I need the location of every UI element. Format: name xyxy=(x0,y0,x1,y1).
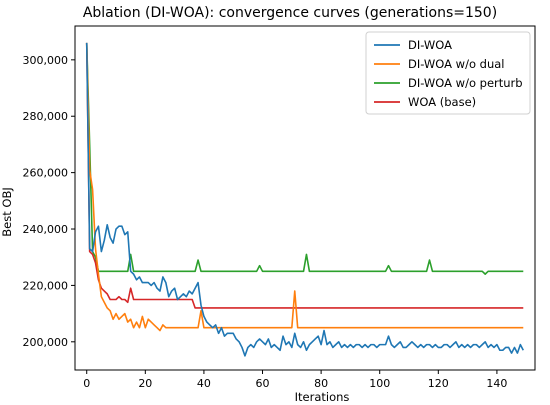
x-tick-label: 20 xyxy=(138,377,152,390)
y-tick-label: 260,000 xyxy=(23,167,69,180)
x-tick-label: 60 xyxy=(256,377,270,390)
y-tick-label: 240,000 xyxy=(23,223,69,236)
plot-area xyxy=(74,25,536,371)
x-axis-ticks: 0 20 40 60 80 100 120 140 xyxy=(83,370,507,390)
x-tick-label: 120 xyxy=(428,377,449,390)
legend-label-di-woa: DI-WOA xyxy=(408,38,452,52)
x-tick-label: 100 xyxy=(369,377,390,390)
legend-label-di-woa-w-o-perturb: DI-WOA w/o perturb xyxy=(408,76,523,90)
series-line-di-woa xyxy=(85,42,524,357)
y-axis-label: Best OBJ xyxy=(0,187,14,236)
series-line-di-woa-w-o-dual xyxy=(85,42,524,332)
legend-label-woa-base: WOA (base) xyxy=(408,95,476,109)
series-lines xyxy=(85,42,524,357)
x-axis-label: Iterations xyxy=(295,390,350,404)
legend-label-di-woa-w-o-dual: DI-WOA w/o dual xyxy=(408,57,504,71)
y-axis-ticks: 200,000 220,000 240,000 260,000 280,000 300,0… xyxy=(23,54,75,349)
chart-title: Ablation (DI-WOA): convergence curves (g… xyxy=(83,5,497,21)
legend-box xyxy=(365,31,531,115)
y-tick-label: 200,000 xyxy=(23,336,69,349)
x-tick-label: 40 xyxy=(197,377,211,390)
y-tick-label: 220,000 xyxy=(23,279,69,292)
x-tick-label: 0 xyxy=(83,377,90,390)
legend: DI-WOA DI-WOA w/o dual DI-WOA w/o perturb W… xyxy=(365,31,531,115)
x-tick-label: 140 xyxy=(486,377,507,390)
y-tick-label: 300,000 xyxy=(23,54,69,67)
y-tick-label: 280,000 xyxy=(23,110,69,123)
plot-frame xyxy=(74,25,536,371)
x-tick-label: 80 xyxy=(314,377,328,390)
series-line-woa-base xyxy=(85,42,524,309)
series-line-di-woa-w-o-perturb xyxy=(85,42,524,275)
